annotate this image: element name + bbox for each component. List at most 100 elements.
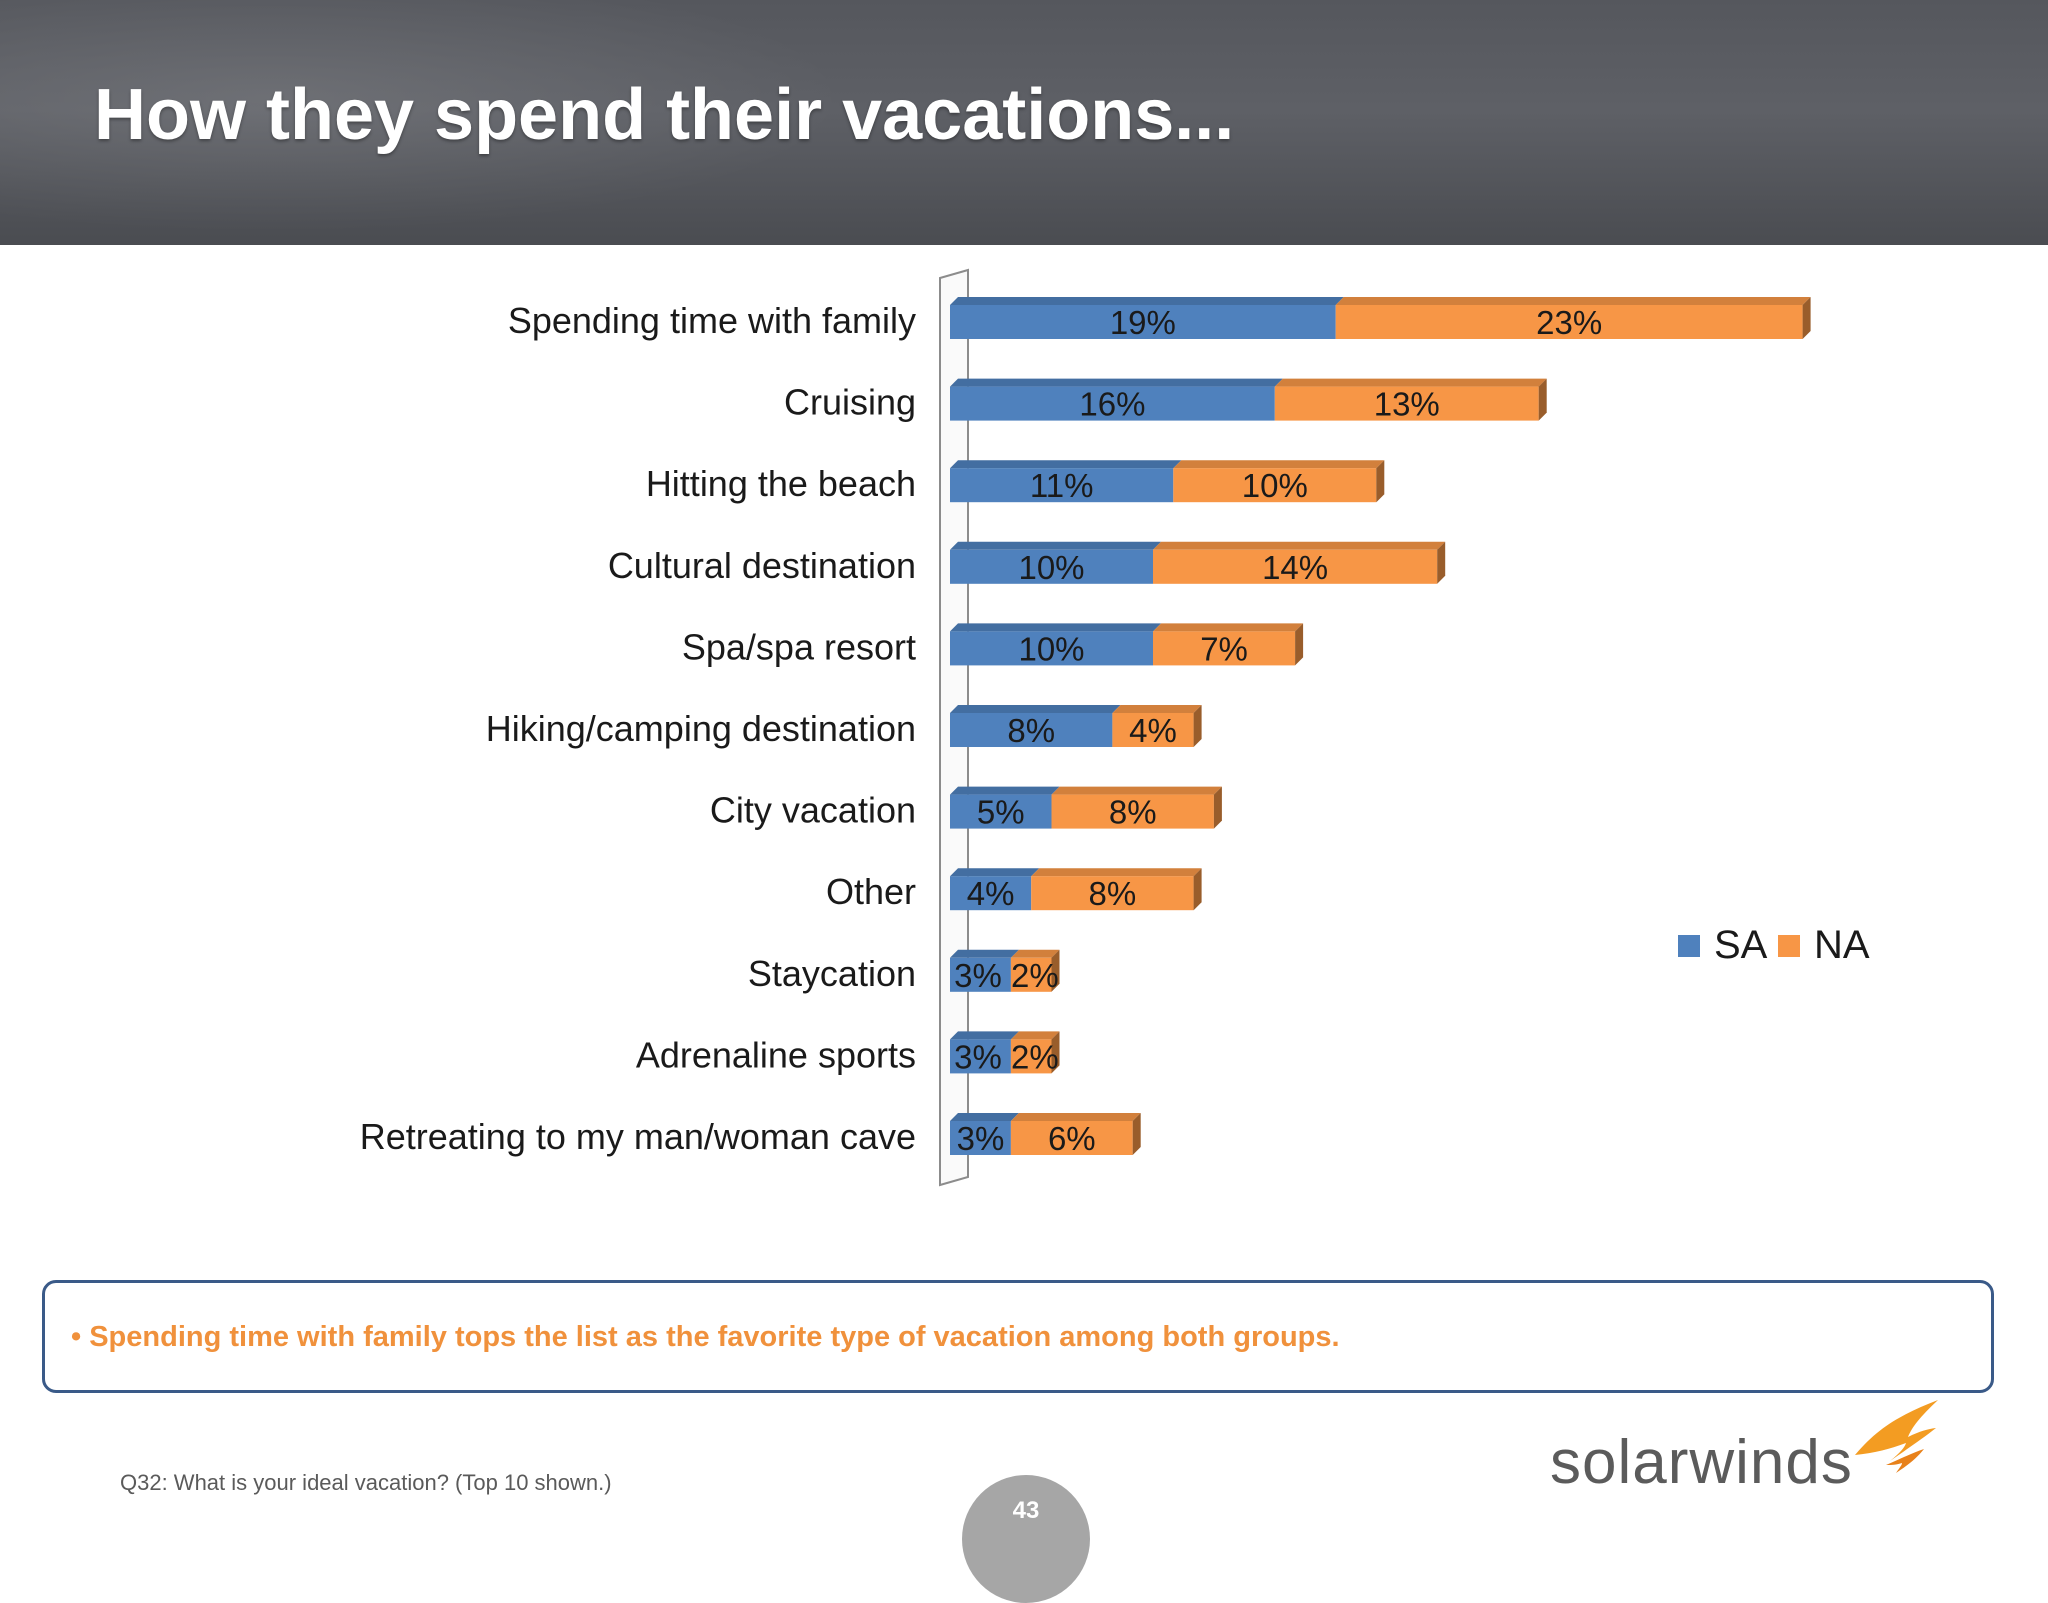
bar-na-side [1213,786,1222,829]
bar-sa [950,468,1174,503]
bar-na [1153,631,1296,666]
legend-label: NA [1814,923,1870,967]
value-label-na: 2% [1011,1038,1059,1075]
page-title: How they spend their vacations... [94,75,1235,155]
bar-group [950,1113,1141,1155]
bar-group [950,460,1385,503]
bar-na-top [1112,705,1202,713]
bar-na-side [1295,623,1304,666]
bar-na-top [1153,623,1304,632]
bar-na [1031,876,1194,911]
footnote: Q32: What is your ideal vacation? (Top 1… [120,1470,612,1495]
chart-legend: SA NA [1678,923,1870,967]
value-label-sa: 3% [954,957,1002,994]
bar-sa-top [950,705,1121,713]
bar-sa-top [950,1113,1019,1121]
bar-na-side [1051,949,1060,992]
bar-na [1010,1121,1133,1155]
category-label: Spa/spa resort [682,626,916,667]
bar-chart: Spending time with family Cruising Hitting… [360,268,1870,1187]
value-label-sa: 8% [1007,712,1055,749]
bar-sa [950,713,1113,747]
value-label-na: 8% [1109,794,1157,831]
bar-group [950,623,1304,666]
bar-na-side [1802,297,1811,339]
value-label-na: 14% [1262,549,1328,586]
value-label-sa: 16% [1079,386,1145,423]
bar-na [1010,1039,1052,1074]
value-label-na: 2% [1011,957,1059,994]
value-label-na: 23% [1536,304,1602,341]
category-label: Retreating to my man/woman cave [360,1116,916,1157]
bar-group [950,949,1060,992]
solarwinds-logo: solarwinds [1550,1395,1950,1497]
bar-na [1153,549,1438,584]
value-label-na: 13% [1374,386,1440,423]
bar-sa [950,549,1153,584]
bar-group [950,297,1811,339]
bar-sa [950,794,1052,829]
bar-na-top [1051,786,1222,795]
page-number: 43 [1012,1497,1040,1524]
chart-bars [950,297,1811,1155]
bar-na-side [1051,1031,1060,1074]
bar-na [1173,468,1377,503]
bar-na [1274,386,1539,421]
bar-na [1010,957,1052,992]
value-label-na: 7% [1200,630,1248,667]
category-label: Hitting the beach [646,463,916,504]
bar-na-top [1335,297,1811,305]
bar-sa-top [950,297,1344,305]
category-label: Spending time with family [508,300,916,341]
callout-box: • Spending time with family tops the lis… [42,1280,1994,1393]
bar-na-top [1031,868,1202,877]
bar-sa-top [950,378,1283,387]
bar-sa [950,386,1275,421]
value-label-sa: 10% [1018,630,1084,667]
bar-sa [950,305,1336,339]
bar-na-top [1274,378,1547,387]
category-label: Hiking/camping destination [486,708,916,749]
value-label-sa: 11% [1030,467,1094,504]
bar-sa-top [950,460,1182,469]
bar-na-top [1010,1113,1141,1121]
bar-group [950,786,1222,829]
header-banner: How they spend their vacations... [0,0,2048,245]
value-label-na: 8% [1089,875,1137,912]
value-label-sa: 3% [957,1120,1005,1157]
bar-group [950,378,1547,421]
bar-group [950,1031,1060,1074]
header-texture [0,0,900,245]
value-label-sa: 19% [1110,304,1176,341]
legend-swatch [1778,935,1800,957]
value-label-sa: 5% [977,794,1025,831]
category-label: Cruising [784,382,916,423]
legend-label: SA [1714,923,1768,967]
category-label: Other [826,871,916,912]
category-label: City vacation [710,790,916,831]
bar-na-side [1376,460,1385,503]
bar-na-top [1010,949,1060,958]
bar-sa-top [950,786,1060,795]
logo-text: solarwinds [1550,1428,1853,1497]
page-number-bubble: 43 [962,1475,1090,1603]
bar-sa-top [950,623,1161,632]
callout-text: • Spending time with family tops the lis… [71,1321,1340,1353]
value-label-sa: 10% [1018,549,1084,586]
bar-na-side [1132,1113,1141,1155]
bar-na [1112,713,1194,747]
value-label-na: 10% [1242,467,1308,504]
category-labels: Spending time with family Cruising Hitting… [360,300,916,1157]
bar-sa [950,1039,1011,1074]
value-label-na: 4% [1129,712,1177,749]
bar-na-top [1010,1031,1060,1040]
legend-swatch [1678,935,1700,957]
bar-na [1051,794,1214,829]
bar-na-side [1193,705,1202,747]
bar-sa-top [950,1031,1019,1040]
category-label: Cultural destination [608,545,916,586]
bar-na-side [1538,378,1547,421]
value-label-sa: 3% [954,1038,1002,1075]
bar-sa [950,876,1032,911]
bar-na-side [1437,541,1446,584]
